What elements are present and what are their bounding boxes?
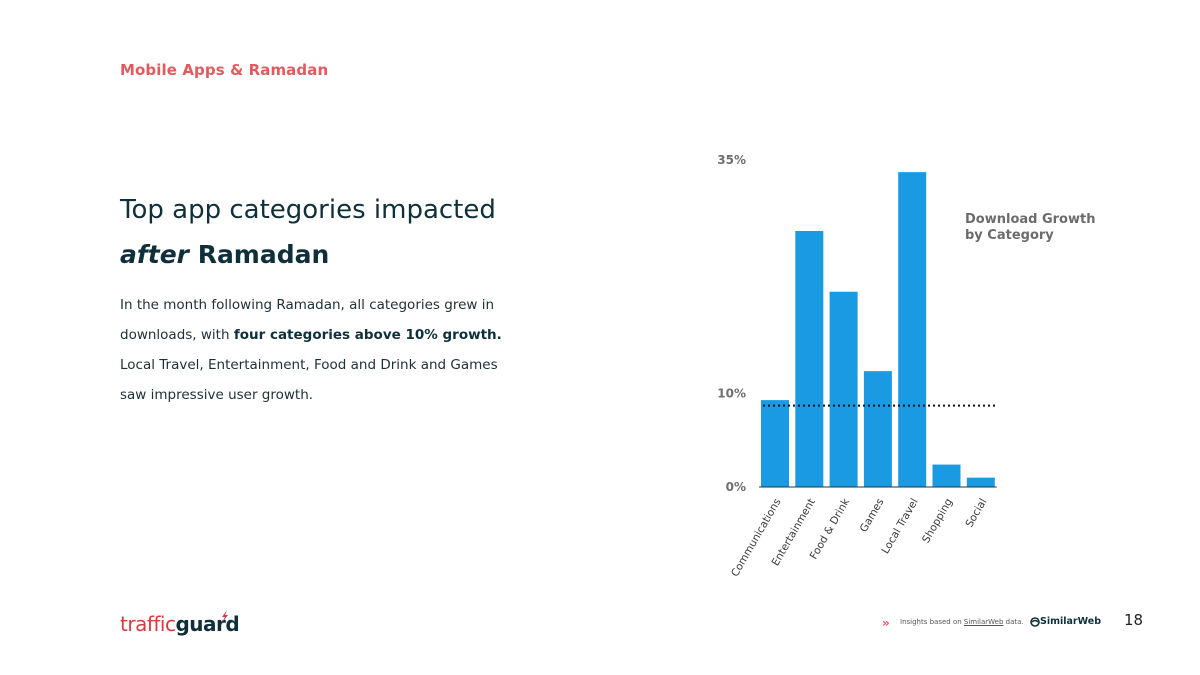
logo-text-traffic: traffic: [120, 612, 176, 636]
legend-line-2: by Category: [965, 228, 1054, 243]
footer-note-suffix: data.: [1003, 618, 1024, 626]
description-part2: Local Travel, Entertainment, Food and Dr…: [120, 357, 498, 403]
y-tick-label: 35%: [717, 153, 746, 167]
bar-shopping: [932, 464, 961, 487]
description-part1: In the month following Ramadan, all cate…: [120, 297, 495, 343]
logo-text-guard: guard: [175, 612, 240, 636]
footer-source-note: Insights based on SimilarWeb data.: [900, 618, 1024, 626]
bar-social: [966, 477, 995, 487]
bar-games: [863, 371, 892, 487]
description-bold: four categories above 10% growth.: [233, 327, 502, 343]
x-category-label: Shopping: [920, 497, 955, 546]
chart-legend-title: Download Growth by Category: [965, 212, 1135, 244]
bar-entertainment: [795, 231, 824, 487]
section-title: Mobile Apps & Ramadan: [120, 61, 329, 79]
page-subtitle: after Ramadan: [120, 240, 329, 269]
legend-line-1: Download Growth: [965, 212, 1096, 227]
y-tick-label: 10%: [717, 387, 746, 401]
subtitle-rest: Ramadan: [188, 240, 330, 269]
similarweb-icon: [1030, 617, 1040, 627]
chevron-right-icon: »: [882, 616, 890, 630]
description-paragraph: In the month following Ramadan, all cate…: [120, 290, 520, 410]
x-category-label: Local Travel: [880, 497, 921, 556]
download-growth-chart: 0%10%35%CommunicationsEntertainmentFood …: [717, 153, 997, 579]
bar-food-drink: [829, 291, 858, 487]
footer-note-prefix: Insights based on: [900, 618, 964, 626]
trafficguard-logo: trafficguard: [120, 612, 240, 636]
logo-flame-icon: [221, 610, 228, 624]
page-title: Top app categories impacted: [120, 195, 496, 225]
subtitle-emphasis: after: [120, 240, 189, 269]
x-category-label: Social: [963, 497, 989, 530]
x-category-label: Games: [858, 497, 887, 535]
page-number: 18: [1124, 611, 1144, 629]
similarweb-brand: SimilarWeb: [1040, 616, 1101, 627]
bar-communications: [761, 400, 789, 487]
bar-local-travel: [898, 172, 927, 487]
y-tick-label: 0%: [726, 480, 746, 494]
similarweb-link[interactable]: SimilarWeb: [963, 618, 1004, 626]
